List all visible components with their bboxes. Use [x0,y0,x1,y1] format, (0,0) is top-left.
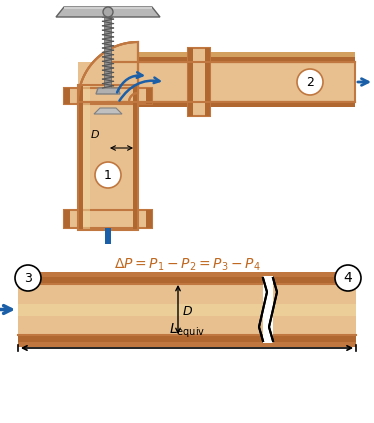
Text: $L_\mathrm{equiv}$: $L_\mathrm{equiv}$ [169,322,205,340]
Circle shape [95,162,121,188]
Polygon shape [188,48,210,116]
Polygon shape [78,42,138,102]
Polygon shape [64,210,152,228]
Polygon shape [146,88,152,104]
Polygon shape [108,57,355,62]
Polygon shape [94,108,122,114]
Polygon shape [18,272,356,277]
Polygon shape [104,8,111,88]
Polygon shape [108,62,355,102]
Text: 1: 1 [104,168,112,181]
Polygon shape [56,7,160,17]
Text: 3: 3 [24,272,32,285]
Polygon shape [133,85,138,230]
Polygon shape [104,8,112,17]
Text: $D$: $D$ [90,128,100,140]
Polygon shape [18,284,356,335]
Polygon shape [83,85,90,230]
Polygon shape [64,88,70,104]
Polygon shape [105,228,111,244]
Polygon shape [108,102,355,107]
Polygon shape [146,210,152,228]
Polygon shape [96,88,120,94]
Circle shape [335,265,361,291]
Polygon shape [64,210,70,228]
Polygon shape [64,88,152,104]
Polygon shape [263,276,273,343]
Polygon shape [64,7,152,9]
Polygon shape [18,342,356,347]
Polygon shape [18,335,356,342]
Circle shape [103,7,113,17]
Polygon shape [78,85,83,230]
Text: $\Delta P = P_1 - P_2 = P_3 - P_4$: $\Delta P = P_1 - P_2 = P_3 - P_4$ [114,257,260,273]
Text: 4: 4 [344,271,352,285]
Polygon shape [188,48,193,116]
Text: 2: 2 [306,75,314,88]
Polygon shape [18,303,356,316]
Polygon shape [205,48,210,116]
Circle shape [15,265,41,291]
Polygon shape [78,85,138,230]
Text: $D$: $D$ [182,305,193,318]
Polygon shape [108,52,355,57]
Circle shape [297,69,323,95]
Polygon shape [78,62,138,102]
Polygon shape [18,277,356,284]
